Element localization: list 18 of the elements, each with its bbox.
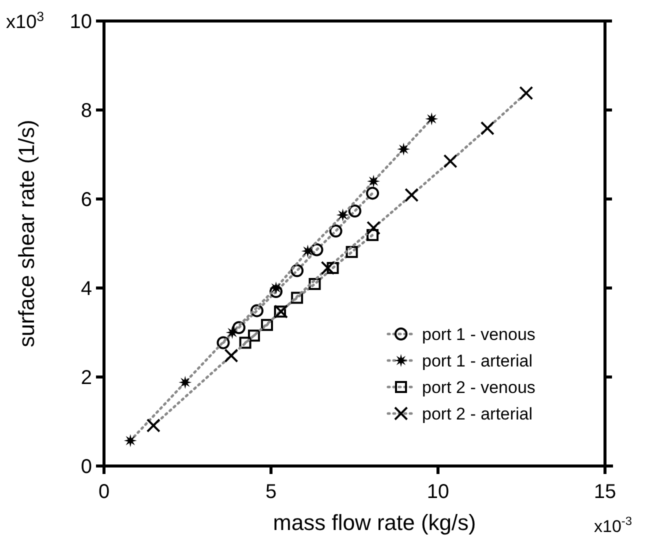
y-tick-label: 6 [80,189,92,211]
y-tick-label: 8 [80,100,92,122]
legend-label: port 2 - venous [422,378,536,397]
text: x10$^{-3}$ [594,514,632,536]
y-tick-label: 4 [80,278,92,300]
x-tick-label: 5 [265,481,277,503]
x-tick-label: 10 [426,481,450,503]
y-tick-label: 10 [70,11,92,33]
y-tick-label: 2 [80,367,92,389]
y-tick-label: 0 [80,456,92,478]
y-axis-title: surface shear rate (1/s) [14,120,39,348]
x-tick-label: 15 [594,481,616,503]
x-axis-title: mass flow rate (kg/s) [273,510,476,535]
x-tick-label: 0 [98,481,110,503]
legend-label: port 1 - arterial [422,352,533,370]
text: x10$^{3}$ [6,8,44,33]
legend-label: port 1 - venous [422,325,536,344]
legend-label: port 2 - arterial [422,404,533,424]
